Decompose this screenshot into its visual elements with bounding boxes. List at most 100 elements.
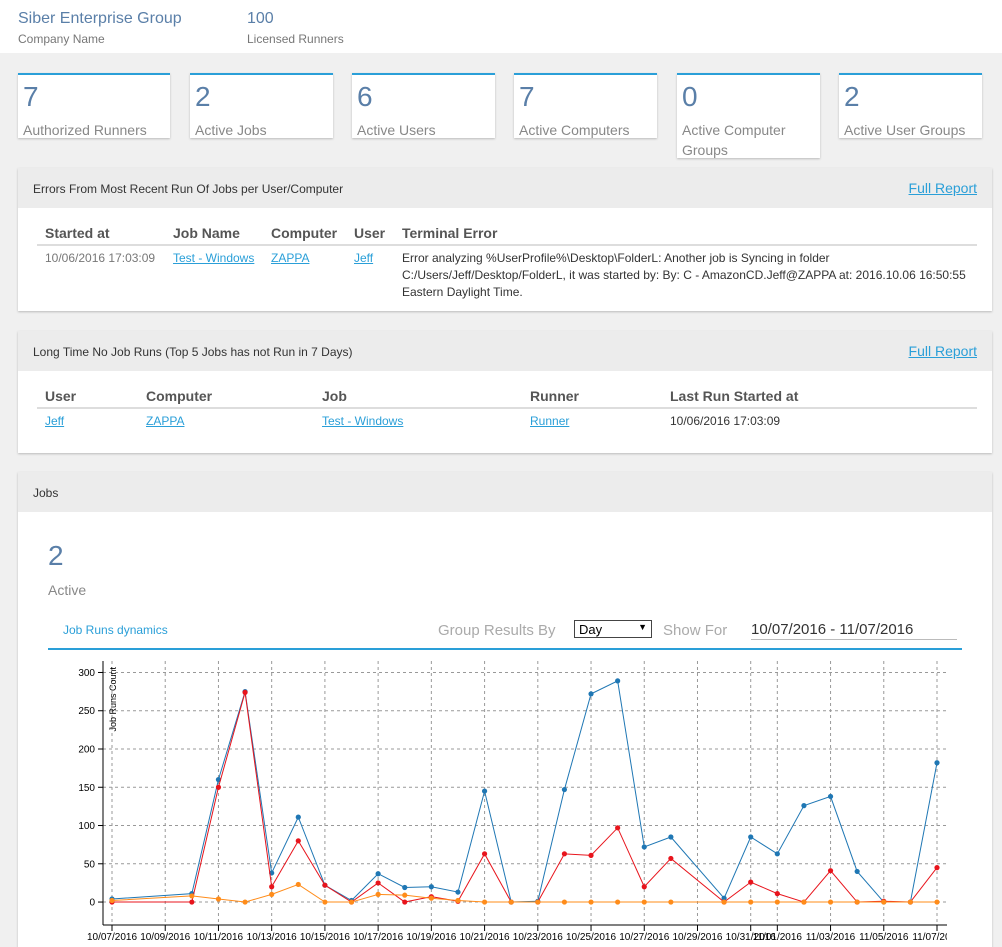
y-tick-label: 150 <box>78 783 95 794</box>
x-tick-label: 10/25/2016 <box>566 932 616 943</box>
data-point <box>482 899 487 904</box>
x-tick-label: 10/09/2016 <box>140 932 190 943</box>
no-runs-panel: Long Time No Job Runs (Top 5 Jobs has no… <box>18 331 992 453</box>
header: Siber Enterprise Group Company Name 100 … <box>0 0 1002 53</box>
y-tick-label: 100 <box>78 821 95 832</box>
data-point <box>748 880 753 885</box>
errors-panel: Errors From Most Recent Run Of Jobs per … <box>18 168 992 311</box>
stat-value: 7 <box>519 81 535 113</box>
data-point <box>855 899 860 904</box>
data-point <box>482 788 487 793</box>
data-point <box>588 691 593 696</box>
x-tick-label: 11/05/2016 <box>859 932 909 943</box>
data-point <box>642 884 647 889</box>
data-point <box>721 899 726 904</box>
stat-card: 7 Active Computers <box>514 73 657 138</box>
data-point <box>562 787 567 792</box>
data-point <box>668 899 673 904</box>
cell-link[interactable]: ZAPPA <box>146 414 184 428</box>
no-runs-table: UserComputerJobRunnerLast Run Started at… <box>37 388 977 430</box>
data-point <box>748 834 753 839</box>
stat-value: 0 <box>682 81 698 113</box>
table-cell: ZAPPA <box>263 245 346 301</box>
stat-card: 0 Active Computer Groups <box>677 73 820 158</box>
full-report-link[interactable]: Full Report <box>909 343 977 359</box>
group-select[interactable]: Day▼ <box>574 620 652 638</box>
y-tick-label: 250 <box>78 706 95 717</box>
table-row: Jeff ZAPPA Test - Windows Runner 10/06/2016 … <box>37 408 977 430</box>
column-header: Started at <box>37 225 165 245</box>
data-point <box>429 884 434 889</box>
data-point <box>934 760 939 765</box>
stat-card: 7 Authorized Runners <box>18 73 170 138</box>
group-label: Group Results By <box>438 622 556 639</box>
data-point <box>934 899 939 904</box>
stat-value: 7 <box>23 81 39 113</box>
full-report-link[interactable]: Full Report <box>909 180 977 196</box>
cell-link[interactable]: ZAPPA <box>271 251 309 265</box>
y-tick-label: 0 <box>89 898 95 909</box>
data-point <box>296 882 301 887</box>
licensed-value: 100 <box>247 10 274 28</box>
stat-card: 6 Active Users <box>352 73 495 138</box>
stat-label: Active Computer Groups <box>682 120 822 160</box>
data-point <box>455 898 460 903</box>
jobs-count-label: Active <box>48 582 86 598</box>
data-point <box>296 815 301 820</box>
data-point <box>642 899 647 904</box>
x-tick-label: 11/07/2016 <box>912 932 947 943</box>
data-point <box>668 856 673 861</box>
data-point <box>562 851 567 856</box>
jobs-count: 2 <box>48 540 64 572</box>
cell-link[interactable]: Jeff <box>45 414 64 428</box>
column-header: User <box>37 388 138 408</box>
cell-link[interactable]: Runner <box>530 414 569 428</box>
company-name: Siber Enterprise Group <box>18 10 182 28</box>
data-point <box>588 853 593 858</box>
table-row: 10/06/2016 17:03:09Test - WindowsZAPPAJe… <box>37 245 977 301</box>
data-point <box>801 803 806 808</box>
data-point <box>509 899 514 904</box>
data-point <box>775 899 780 904</box>
data-point <box>269 892 274 897</box>
table-cell: Jeff <box>346 245 394 301</box>
data-point <box>349 899 354 904</box>
cell-link[interactable]: Jeff <box>354 251 373 265</box>
tab[interactable]: Job Runs dynamics <box>63 623 168 637</box>
data-point <box>242 690 247 695</box>
data-point <box>828 899 833 904</box>
data-point <box>615 825 620 830</box>
y-axis-label: Job Runs Count <box>108 667 118 732</box>
table-cell: 10/06/2016 17:03:09 <box>662 408 977 430</box>
panel-title: Long Time No Job Runs (Top 5 Jobs has no… <box>33 345 353 359</box>
table-cell: Error analyzing %UserProfile%\Desktop\Fo… <box>394 245 977 301</box>
stat-label: Active Computers <box>519 120 659 140</box>
data-point <box>482 851 487 856</box>
table-cell: Test - Windows <box>314 408 522 430</box>
errors-table: Started atJob NameComputerUserTerminal E… <box>37 225 977 301</box>
data-point <box>189 893 194 898</box>
x-tick-label: 10/11/2016 <box>194 932 244 943</box>
stat-value: 6 <box>357 81 373 113</box>
stat-label: Active Users <box>357 120 497 140</box>
data-point <box>296 838 301 843</box>
stat-card: 2Active User Groups <box>839 73 982 138</box>
panel-header: Jobs <box>18 472 992 512</box>
stat-label: Active Jobs <box>195 120 335 140</box>
stat-value: 2 <box>195 81 211 113</box>
header-row: UserComputerJobRunnerLast Run Started at <box>37 388 977 408</box>
data-point <box>934 865 939 870</box>
data-point <box>216 896 221 901</box>
column-header: Computer <box>263 225 346 245</box>
column-header: Terminal Error <box>394 225 977 245</box>
cell-link[interactable]: Test - Windows <box>173 251 254 265</box>
group-value: Day <box>579 622 602 637</box>
stat-label: Authorized Runners <box>23 120 163 140</box>
data-point <box>855 869 860 874</box>
data-point <box>908 899 913 904</box>
date-range-input[interactable]: 10/07/2016 - 11/07/2016 <box>751 621 957 640</box>
x-tick-label: 11/03/2016 <box>806 932 856 943</box>
data-point <box>668 834 673 839</box>
cell-link[interactable]: Test - Windows <box>322 414 403 428</box>
data-point <box>376 871 381 876</box>
